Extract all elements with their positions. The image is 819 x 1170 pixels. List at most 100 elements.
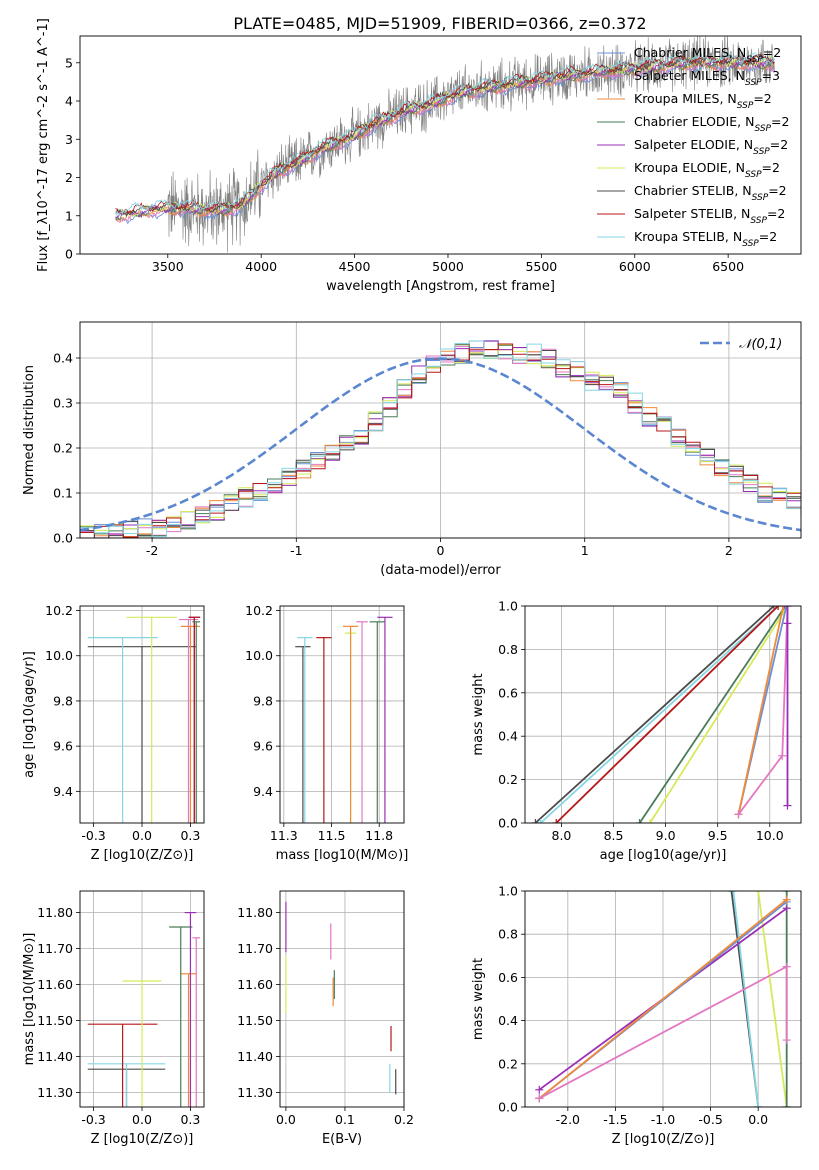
y-tick-label: 0.8 (498, 927, 518, 942)
y-tick-label: 0.0 (498, 816, 518, 831)
series-marker-kroupa_elodie (754, 891, 763, 895)
series-marker-salpeter_miles (782, 1036, 791, 1045)
point-chabrier_elodie (369, 621, 385, 823)
axes-frame (524, 605, 802, 824)
y-tick-label: 11.30 (237, 1085, 273, 1100)
panel-mass_vs_ebv: 0.0 0.1 0.2 11.30 11.40 11.50 11.60 11.70 11.80 E… (237, 890, 414, 1147)
point-chabrier_stelib (87, 646, 197, 823)
legend-entry-salpeter_stelib: Salpeter STELIB, NSSP=2 (634, 206, 785, 226)
y-tick-label: 9.4 (253, 784, 273, 799)
series-marker-salpeter_miles (782, 962, 791, 971)
figure-title: PLATE=0485, MJD=51909, FIBERID=0366, z=0… (233, 14, 646, 33)
series-line-chabrier_elodie (638, 606, 787, 823)
x-tick-label: 8.5 (604, 828, 624, 843)
series-marker-chabrier_elodie (782, 891, 791, 895)
series-marker-kroupa_stelib (754, 1103, 763, 1107)
y-axis-label: Flux [f_λ10^-17 erg cm^-2 s^-1 A^-1] (36, 18, 51, 272)
histogram-salpeter_stelib (80, 343, 801, 538)
axes-frame (279, 605, 405, 824)
legend-entry-salpeter_elodie: Salpeter ELODIE, NSSP=2 (634, 137, 788, 157)
x-tick-label: 5500 (525, 259, 557, 274)
series-marker-kroupa_stelib (536, 819, 545, 823)
series-marker-chabrier_elodie (635, 819, 644, 823)
chart-panels: 3500 4000 4500 5000 5500 6000 6500 0 1 2 3 4 5 wavele… (22, 18, 802, 1147)
normal-curve (80, 357, 801, 532)
series-marker-salpeter_miles (734, 810, 743, 819)
y-axis-label: mass [log10(M/M⊙)] (22, 933, 37, 1066)
x-axis-label: Z [log10(Z/Z⊙)] (91, 1132, 194, 1147)
x-axis-label: (data-model)/error (380, 563, 501, 578)
x-tick-label: -0.3 (81, 1112, 105, 1127)
x-tick-label: 4500 (339, 259, 371, 274)
legend-entry-chabrier_elodie: Chabrier ELODIE, NSSP=2 (634, 114, 789, 134)
panel-spectrum: 3500 4000 4500 5000 5500 6000 6500 0 1 2 3 4 5 wavele… (36, 18, 802, 294)
spectrum-legend: Chabrier MILES, NSSP=2 Salpeter MILES, NS… (597, 45, 789, 249)
x-tick-label: 4000 (245, 259, 277, 274)
panel-mass_weight_vs_age: 8.0 8.5 9.0 9.5 10.0 0.0 0.2 0.4 0.6 0.8 1.0 age [l… (471, 599, 802, 863)
series-marker-chabrier_miles (782, 606, 791, 610)
point-kroupa_miles (180, 625, 201, 823)
point-salpeter_elodie (377, 616, 393, 823)
y-axis-label: Normed distribution (22, 365, 37, 495)
series-line-kroupa_miles (737, 606, 785, 815)
legend-entry-kroupa_miles: Kroupa MILES, NSSP=2 (634, 91, 772, 111)
legend-entry-salpeter_miles: Salpeter MILES, NSSP=3 (634, 68, 780, 88)
x-tick-label: 11.3 (270, 828, 298, 843)
histogram-chabrier_elodie (80, 344, 801, 538)
y-tick-label: 0.3 (53, 396, 73, 411)
y-tick-label: 11.70 (237, 941, 273, 956)
series-marker-salpeter_elodie (783, 801, 792, 810)
x-tick-label: -1.0 (651, 1112, 675, 1127)
point-kroupa_elodie (122, 980, 162, 1107)
y-tick-label: 0 (65, 247, 73, 262)
point-kroupa_stelib (87, 1063, 166, 1107)
axes-frame (524, 890, 802, 1108)
legend-entry-chabrier_miles: Chabrier MILES, NSSP=2 (634, 45, 781, 65)
histogram-salpeter_elodie (80, 340, 801, 538)
y-tick-label: 0.1 (53, 486, 73, 501)
y-tick-label: 1.0 (498, 599, 518, 614)
legend-entry-kroupa_elodie: Kroupa ELODIE, NSSP=2 (634, 160, 780, 180)
y-tick-label: 11.70 (37, 941, 73, 956)
panel-age_vs_z: -0.3 0.0 0.3 9.4 9.6 9.8 10.0 10.2 Z [log10(Z/Z⊙… (22, 603, 205, 863)
x-axis-label: age [log10(age/yr)] (600, 848, 727, 863)
y-tick-label: 4 (65, 94, 73, 109)
x-axis-label: wavelength [Angstrom, rest frame] (326, 279, 555, 294)
x-tick-label: 0.3 (180, 1112, 200, 1127)
x-tick-label: 0.0 (748, 1112, 768, 1127)
axes-frame (79, 321, 802, 539)
point-salpeter_stelib (316, 637, 332, 823)
axes-frame (79, 35, 802, 255)
series-marker-kroupa_miles (782, 895, 791, 904)
y-tick-label: 10.2 (45, 603, 73, 618)
series-marker-salpeter_stelib (552, 819, 561, 823)
y-tick-label: 11.30 (37, 1085, 73, 1100)
plot-area-age_vs_z (87, 616, 201, 823)
point-chabrier_elodie (169, 926, 193, 1107)
y-axis-label: mass weight (471, 673, 486, 755)
series-marker-salpeter_stelib (774, 606, 783, 610)
plot-area-residuals (80, 340, 801, 538)
point-kroupa_miles (180, 973, 197, 1107)
series-marker-kroupa_stelib (729, 891, 738, 895)
point-kroupa_stelib (297, 637, 313, 823)
panel-age_vs_mass: 11.3 11.5 11.8 9.4 9.6 9.8 10.0 10.2 mass [log10… (245, 603, 408, 863)
x-tick-label: 9.0 (656, 828, 676, 843)
y-tick-label: 11.60 (237, 977, 273, 992)
model-line-kroupa_miles (115, 59, 775, 223)
point-kroupa_stelib (87, 637, 158, 823)
x-tick-label: 5000 (432, 259, 464, 274)
point-kroupa_elodie (126, 616, 177, 823)
point-salpeter_miles (178, 618, 199, 823)
x-tick-label: 9.5 (708, 828, 728, 843)
series-marker-salpeter_miles (535, 1094, 544, 1103)
x-axis-label: Z [log10(Z/Z⊙)] (91, 848, 194, 863)
y-tick-label: 3 (65, 132, 73, 147)
histogram-kroupa_elodie (80, 344, 801, 538)
series-line-salpeter_stelib (555, 606, 779, 823)
axes-frame (79, 890, 205, 1108)
y-tick-label: 0.2 (498, 1056, 518, 1071)
y-tick-label: 9.6 (253, 739, 273, 754)
series-line-kroupa_elodie (649, 606, 789, 823)
